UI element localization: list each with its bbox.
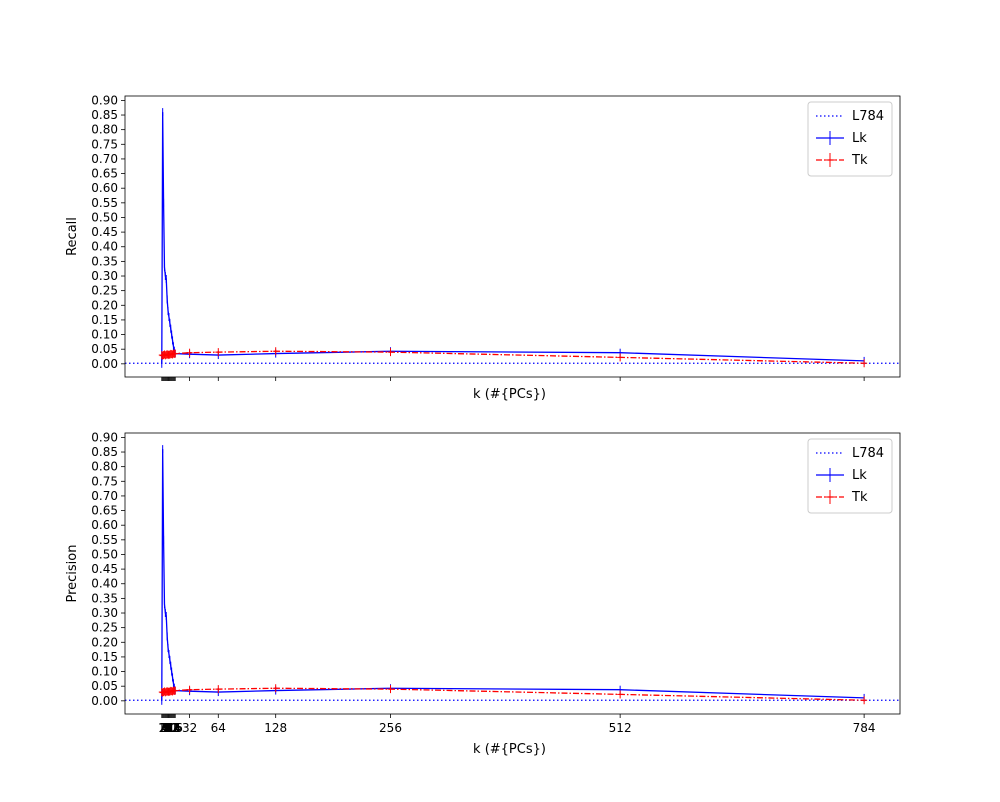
x-tick-label: 64 <box>211 721 226 735</box>
legend-label-lk: Lk <box>852 131 867 146</box>
x-tick-label: 14 <box>166 721 181 735</box>
y-tick-label: 0.15 <box>91 313 118 327</box>
x-tick-label: 32 <box>182 721 197 735</box>
y-tick-label: 0.60 <box>91 518 118 532</box>
series-line-lk <box>161 112 865 364</box>
x-tick-label: 5 <box>162 721 170 735</box>
y-tick-label: 0.80 <box>91 123 118 137</box>
y-tick-label: 0.40 <box>91 577 118 591</box>
y-tick-label: 0.70 <box>91 489 118 503</box>
x-tick-label: 1 <box>158 721 166 735</box>
y-tick-label: 0.45 <box>91 562 118 576</box>
y-tick-label: 0.75 <box>91 137 118 151</box>
y-tick-label: 0.50 <box>91 547 118 561</box>
legend-label-tk: Tk <box>851 490 868 505</box>
y-tick-label: 0.65 <box>91 167 118 181</box>
plot-frame <box>124 95 901 378</box>
y-tick-label: 0.80 <box>91 460 118 474</box>
x-tick-label: 2 <box>159 721 167 735</box>
x-tick-label: 9 <box>165 721 173 735</box>
x-tick-label: 13 <box>165 721 180 735</box>
x-tick-label: 512 <box>609 721 632 735</box>
y-tick-label: 0.05 <box>91 679 118 693</box>
y-tick-label: 0.10 <box>91 665 118 679</box>
y-tick-label: 0.00 <box>91 357 118 371</box>
y-tick-label: 0.35 <box>91 254 118 268</box>
series-line-lk <box>161 449 865 701</box>
plot-frame <box>124 432 901 715</box>
y-tick-label: 0.30 <box>91 269 118 283</box>
x-tick-label: 15 <box>167 721 182 735</box>
x-tick-label: 128 <box>264 721 287 735</box>
legend-label-l784: L784 <box>852 446 884 461</box>
y-tick-label: 0.70 <box>91 152 118 166</box>
y-tick-label: 0.25 <box>91 284 118 298</box>
y-tick-label: 0.85 <box>91 445 118 459</box>
x-tick-label: 784 <box>853 721 876 735</box>
y-tick-label: 0.85 <box>91 108 118 122</box>
legend-box <box>807 438 893 514</box>
x-tick-label: 11 <box>163 721 178 735</box>
y-tick-label: 0.15 <box>91 650 118 664</box>
y-tick-label: 0.60 <box>91 181 118 195</box>
y-tick-label: 0.55 <box>91 196 118 210</box>
x-tick-label: 12 <box>164 721 179 735</box>
x-axis-label: k (#{PCs}) <box>473 387 546 402</box>
y-tick-label: 0.05 <box>91 342 118 356</box>
x-tick-label: 10 <box>162 721 177 735</box>
y-axis-label: Recall <box>65 217 80 256</box>
legend-box <box>807 101 893 177</box>
x-tick-label: 16 <box>168 721 183 735</box>
y-tick-label: 0.20 <box>91 298 118 312</box>
y-tick-label: 0.30 <box>91 606 118 620</box>
legend-label-lk: Lk <box>852 468 867 483</box>
x-tick-label: 4 <box>161 721 169 735</box>
recall-panel: 0.000.050.100.150.200.250.300.350.400.45… <box>65 93 901 402</box>
x-tick-label: 6 <box>162 721 170 735</box>
y-tick-label: 0.50 <box>91 210 118 224</box>
x-tick-label: 3 <box>160 721 168 735</box>
legend-label-l784: L784 <box>852 109 884 124</box>
legend-label-tk: Tk <box>851 153 868 168</box>
y-axis-label: Precision <box>65 544 80 602</box>
x-tick-label: 256 <box>379 721 402 735</box>
x-tick-label: 7 <box>163 721 171 735</box>
y-tick-label: 0.25 <box>91 621 118 635</box>
y-tick-label: 0.45 <box>91 225 118 239</box>
y-tick-label: 0.35 <box>91 591 118 605</box>
y-tick-label: 0.90 <box>91 430 118 444</box>
y-tick-label: 0.40 <box>91 240 118 254</box>
x-tick-label: 8 <box>164 721 172 735</box>
y-tick-label: 0.10 <box>91 328 118 342</box>
y-tick-label: 0.75 <box>91 474 118 488</box>
y-tick-label: 0.90 <box>91 93 118 107</box>
y-tick-label: 0.65 <box>91 504 118 518</box>
y-tick-label: 0.20 <box>91 635 118 649</box>
y-tick-label: 0.55 <box>91 533 118 547</box>
y-tick-label: 0.00 <box>91 694 118 708</box>
precision-panel: 0.000.050.100.150.200.250.300.350.400.45… <box>65 430 901 757</box>
x-axis-label: k (#{PCs}) <box>473 742 546 757</box>
